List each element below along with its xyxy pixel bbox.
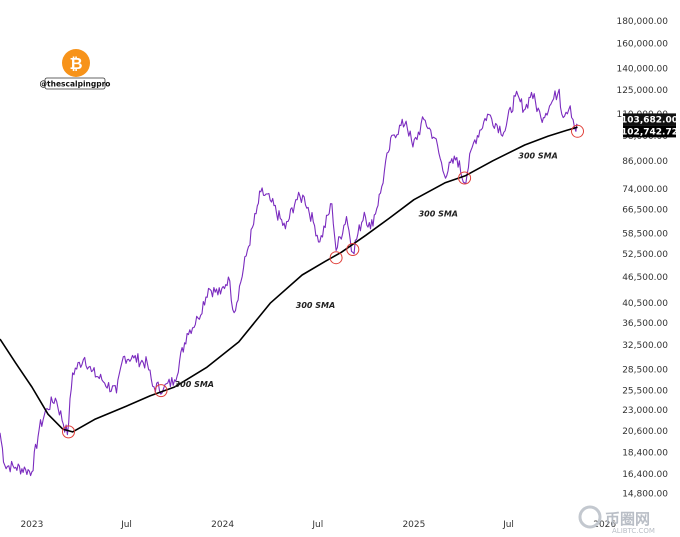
y-tick-label: 66,500.00 — [622, 205, 668, 215]
y-tick-label: 160,000.00 — [616, 39, 668, 49]
y-tick-label: 25,500.00 — [622, 387, 668, 397]
y-tick-label: 32,500.00 — [622, 341, 668, 351]
handle-badge — [44, 77, 106, 90]
y-tick-label: 23,000.00 — [622, 406, 668, 416]
bitcoin-logo: ₿ @thescalpingpro — [40, 49, 111, 90]
y-axis: 180,000.00 160,000.00 140,000.00 125,000.00… — [616, 17, 668, 499]
x-tick-label: 2026 — [593, 520, 616, 530]
sma-annotation: 300 SMA — [296, 301, 335, 310]
x-tick-label: 2025 — [402, 520, 425, 530]
annotations: 300 SMA 300 SMA 300 SMA 300 SMA — [175, 152, 558, 389]
y-tick-label: 52,500.00 — [622, 250, 668, 260]
x-tick-label: 2023 — [20, 520, 43, 530]
bitcoin-icon — [62, 49, 90, 77]
y-tick-label: 36,500.00 — [622, 319, 668, 329]
sma-annotation: 300 SMA — [518, 152, 557, 161]
y-tick-label: 14,800.00 — [622, 490, 668, 500]
x-axis: 2023 Jul 2024 Jul 2025 Jul 2026 — [20, 520, 616, 530]
y-tick-label: 40,500.00 — [622, 299, 668, 309]
y-tick-label: 125,000.00 — [616, 86, 668, 96]
y-tick-label: 140,000.00 — [616, 65, 668, 75]
price-series — [0, 88, 578, 477]
watermark: 币圈网 ALIBTC.COM — [578, 505, 655, 535]
y-tick-label: 28,500.00 — [622, 366, 668, 376]
sma-touch-marker — [458, 171, 472, 185]
x-tick-label: Jul — [502, 520, 514, 530]
y-tick-label: 86,000.00 — [622, 157, 668, 167]
y-tick-label: 46,500.00 — [622, 273, 668, 283]
price-tag: 103,682.00 — [621, 113, 678, 126]
sma-annotation: 300 SMA — [419, 210, 458, 219]
sma-touch-marker — [62, 425, 75, 439]
sma-annotation: 300 SMA — [175, 380, 214, 389]
watermark-sub: ALIBTC.COM — [612, 527, 655, 535]
x-tick-label: 2024 — [211, 520, 234, 530]
price-tag-background — [623, 113, 676, 126]
x-tick-label: Jul — [311, 520, 323, 530]
watermark-logo-icon — [578, 505, 602, 529]
price-line — [0, 88, 578, 477]
price-tags: 103,682.00 102,742.72 — [621, 113, 678, 138]
sma-touch-marker — [154, 384, 168, 398]
y-tick-label: 20,600.00 — [622, 427, 668, 437]
handle-label: @thescalpingpro — [40, 80, 111, 89]
y-tick-label: 16,400.00 — [622, 470, 668, 480]
bitcoin-icon-glyph: ₿ — [69, 54, 82, 73]
price-tag-label: 102,742.72 — [621, 127, 678, 137]
y-tick-label: 58,500.00 — [622, 230, 668, 240]
sma-touch-marker — [346, 243, 360, 256]
touch-points — [62, 124, 584, 439]
sma-line — [0, 126, 578, 433]
x-tick-label: Jul — [120, 520, 132, 530]
y-tick-label: 18,400.00 — [622, 448, 668, 458]
sma-touch-marker — [571, 124, 584, 138]
y-tick-label: 180,000.00 — [616, 17, 668, 27]
price-tag-background — [623, 125, 676, 138]
watermark-text: 币圈网 — [605, 510, 650, 528]
price-tag-label: 103,682.00 — [621, 115, 678, 125]
y-tick-label: 74,000.00 — [622, 185, 668, 195]
sma-touch-marker — [329, 251, 343, 265]
sma-series — [0, 126, 578, 433]
price-tag: 102,742.72 — [621, 125, 678, 138]
